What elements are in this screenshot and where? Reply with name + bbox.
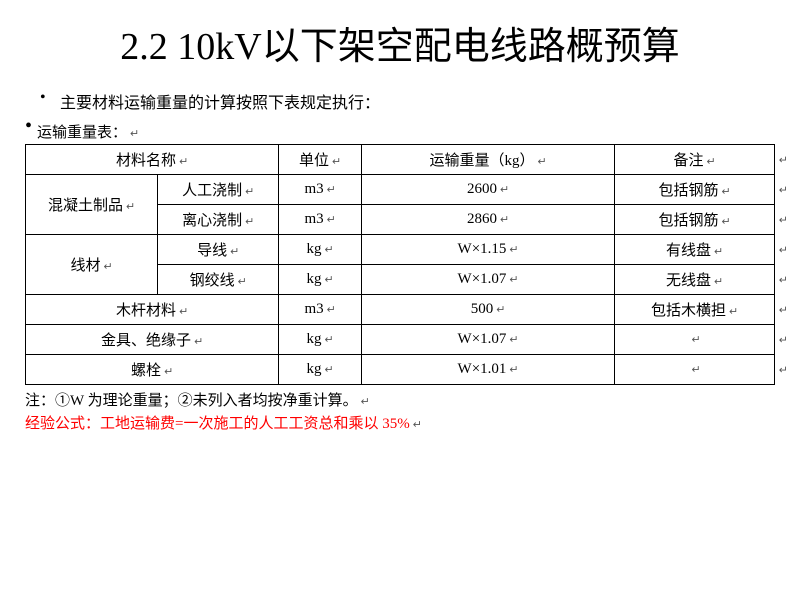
cell: kg↵ [279,235,362,265]
table-row: 木杆材料↵ m3↵ 500↵ 包括木横担↵↵ [26,295,775,325]
cell: 包括木横担↵↵ [615,295,775,325]
cell: kg↵ [279,325,362,355]
cell-wire-group: 线材↵ [26,235,158,295]
cell: m3↵ [279,205,362,235]
cell: 钢绞线↵ [158,265,279,295]
formula-line: 经验公式：工地运输费=一次施工的人工工资总和乘以 35%↵ [0,410,800,433]
cell: 人工浇制↵ [158,175,279,205]
cell: m3↵ [279,175,362,205]
cell: 500↵ [361,295,614,325]
cell: 金具、绝缘子↵ [26,325,279,355]
cell: W×1.01↵ [361,355,614,385]
table-row: 线材↵ 导线↵ kg↵ W×1.15↵ 有线盘↵↵ [26,235,775,265]
cell: kg↵ [279,265,362,295]
table-header-row: 材料名称↵ 单位↵ 运输重量（kg）↵ 备注↵↵ [26,145,775,175]
bullet-text: 主要材料运输重量的计算按照下表规定执行： [60,89,800,113]
cell: W×1.15↵ [361,235,614,265]
cell: 有线盘↵↵ [615,235,775,265]
header-material: 材料名称↵ [26,145,279,175]
footnote: 注：①W 为理论重量；②未列入者均按净重计算。↵ [0,385,800,410]
mini-bullet-icon: • [25,119,37,133]
header-note: 备注↵↵ [615,145,775,175]
table-caption: 运输重量表：↵ [37,119,139,142]
cell: W×1.07↵ [361,265,614,295]
bullet-dot-icon: • [40,89,60,107]
header-weight: 运输重量（kg）↵ [361,145,614,175]
cell: ↵↵ [615,325,775,355]
cell: 离心浇制↵ [158,205,279,235]
cell: kg↵ [279,355,362,385]
cell: 无线盘↵↵ [615,265,775,295]
cell: 2860↵ [361,205,614,235]
table-row: 金具、绝缘子↵ kg↵ W×1.07↵ ↵↵ [26,325,775,355]
cell: 包括钢筋↵↵ [615,175,775,205]
bullet-line: • 主要材料运输重量的计算按照下表规定执行： [0,79,800,115]
table-row: 混凝土制品↵ 人工浇制↵ m3↵ 2600↵ 包括钢筋↵↵ [26,175,775,205]
cell: 螺栓↵ [26,355,279,385]
cell-concrete-group: 混凝土制品↵ [26,175,158,235]
cell: ↵↵ [615,355,775,385]
page-title: 2.2 10kV以下架空配电线路概预算 [0,0,800,79]
weight-table: 材料名称↵ 单位↵ 运输重量（kg）↵ 备注↵↵ 混凝土制品↵ 人工浇制↵ m3… [25,144,775,385]
cell: 木杆材料↵ [26,295,279,325]
cell: 导线↵ [158,235,279,265]
weight-table-wrap: 材料名称↵ 单位↵ 运输重量（kg）↵ 备注↵↵ 混凝土制品↵ 人工浇制↵ m3… [0,144,800,385]
cell: m3↵ [279,295,362,325]
cell: 包括钢筋↵↵ [615,205,775,235]
cell: W×1.07↵ [361,325,614,355]
cell: 2600↵ [361,175,614,205]
table-caption-row: • 运输重量表：↵ [0,115,800,144]
header-unit: 单位↵ [279,145,362,175]
formula-text: 经验公式：工地运输费=一次施工的人工工资总和乘以 35% [25,416,410,432]
table-row: 螺栓↵ kg↵ W×1.01↵ ↵↵ [26,355,775,385]
